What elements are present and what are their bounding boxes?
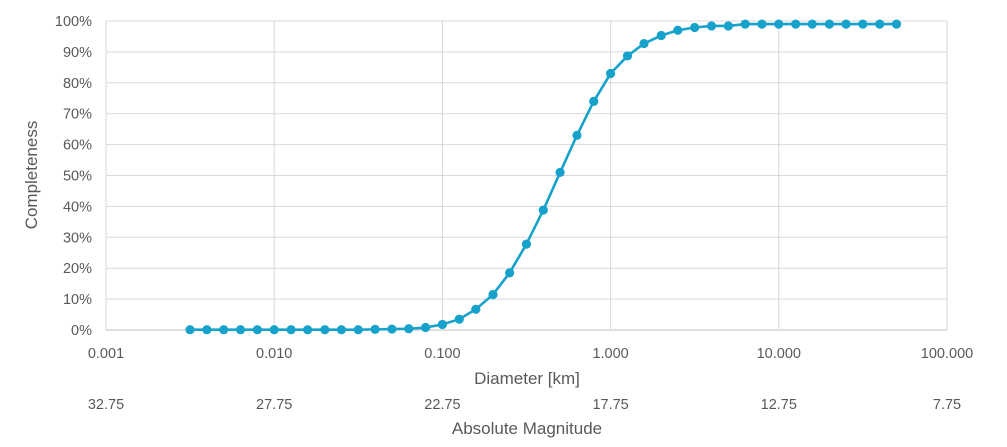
data-point — [875, 19, 885, 29]
x-tick-label: 1.000 — [592, 346, 628, 362]
y-tick-labels: 0% 10% 20% 30% 40% 50% 60% 70% 80% 90% 100% — [55, 14, 92, 339]
data-point — [791, 19, 801, 29]
data-point — [606, 68, 616, 79]
data-point — [723, 21, 733, 31]
x2-tick-label: 12.75 — [761, 397, 797, 413]
data-point — [252, 325, 262, 335]
data-point — [572, 130, 582, 140]
x-tick-label: 100.000 — [921, 346, 973, 362]
data-point — [336, 325, 347, 335]
data-point — [757, 19, 767, 29]
data-point — [841, 19, 851, 29]
data-point — [454, 314, 464, 324]
y-tick-label: 80% — [63, 76, 92, 92]
data-point — [891, 19, 902, 29]
y-tick-label: 20% — [63, 261, 92, 277]
x-tick-label: 0.001 — [88, 346, 124, 362]
x2-tick-label: 22.75 — [424, 397, 460, 413]
data-point — [706, 21, 717, 31]
series-layer — [185, 19, 902, 335]
data-point — [286, 325, 296, 335]
x2-tick-label: 17.75 — [592, 397, 628, 413]
data-point — [370, 324, 380, 334]
data-point — [437, 319, 447, 330]
y-tick-label: 40% — [63, 199, 92, 215]
data-point — [185, 325, 195, 335]
data-point — [555, 167, 565, 178]
data-point — [202, 325, 212, 335]
data-point — [690, 22, 700, 33]
x2-axis-title: Absolute Magnitude — [452, 419, 602, 438]
data-point — [269, 325, 279, 335]
x-tick-labels: 0.001 0.010 0.100 1.000 10.000 100.000 — [88, 346, 973, 362]
data-point — [673, 25, 683, 35]
data-point — [471, 304, 481, 314]
x-tick-label: 10.000 — [757, 346, 801, 362]
y-tick-label: 10% — [63, 292, 92, 308]
data-point — [656, 30, 666, 41]
data-point — [320, 325, 330, 335]
data-point — [774, 19, 784, 29]
y-tick-label: 100% — [55, 14, 92, 30]
data-point — [639, 38, 649, 49]
data-point — [622, 51, 633, 61]
x2-tick-label: 27.75 — [256, 397, 292, 413]
data-point — [303, 325, 313, 335]
x2-tick-label: 7.75 — [933, 397, 961, 413]
data-point — [740, 19, 750, 29]
x-tick-label: 0.010 — [256, 346, 292, 362]
data-point — [404, 324, 414, 334]
data-point — [219, 325, 229, 335]
data-point — [807, 19, 817, 29]
data-point — [824, 19, 835, 29]
y-tick-label: 0% — [71, 323, 92, 339]
grid — [105, 20, 948, 331]
x-tick-label: 0.100 — [424, 346, 460, 362]
data-point — [488, 289, 498, 300]
data-point — [353, 325, 363, 335]
data-point — [521, 239, 532, 249]
y-tick-label: 30% — [63, 230, 92, 246]
x2-tick-label: 32.75 — [88, 397, 124, 413]
y-tick-label: 50% — [63, 169, 92, 185]
x2-tick-labels: 32.75 27.75 22.75 17.75 12.75 7.75 — [88, 397, 961, 413]
data-point — [505, 268, 515, 278]
y-tick-label: 90% — [63, 45, 92, 61]
data-point — [420, 322, 431, 333]
y-axis-title: Completeness — [22, 121, 41, 230]
data-point — [235, 325, 246, 335]
y-tick-label: 60% — [63, 138, 92, 154]
series-line — [190, 22, 897, 331]
data-point — [538, 205, 548, 215]
y-tick-label: 70% — [63, 107, 92, 123]
data-point — [858, 19, 868, 29]
data-point — [589, 96, 599, 106]
data-point — [387, 324, 397, 334]
x-axis-title: Diameter [km] — [474, 369, 580, 388]
